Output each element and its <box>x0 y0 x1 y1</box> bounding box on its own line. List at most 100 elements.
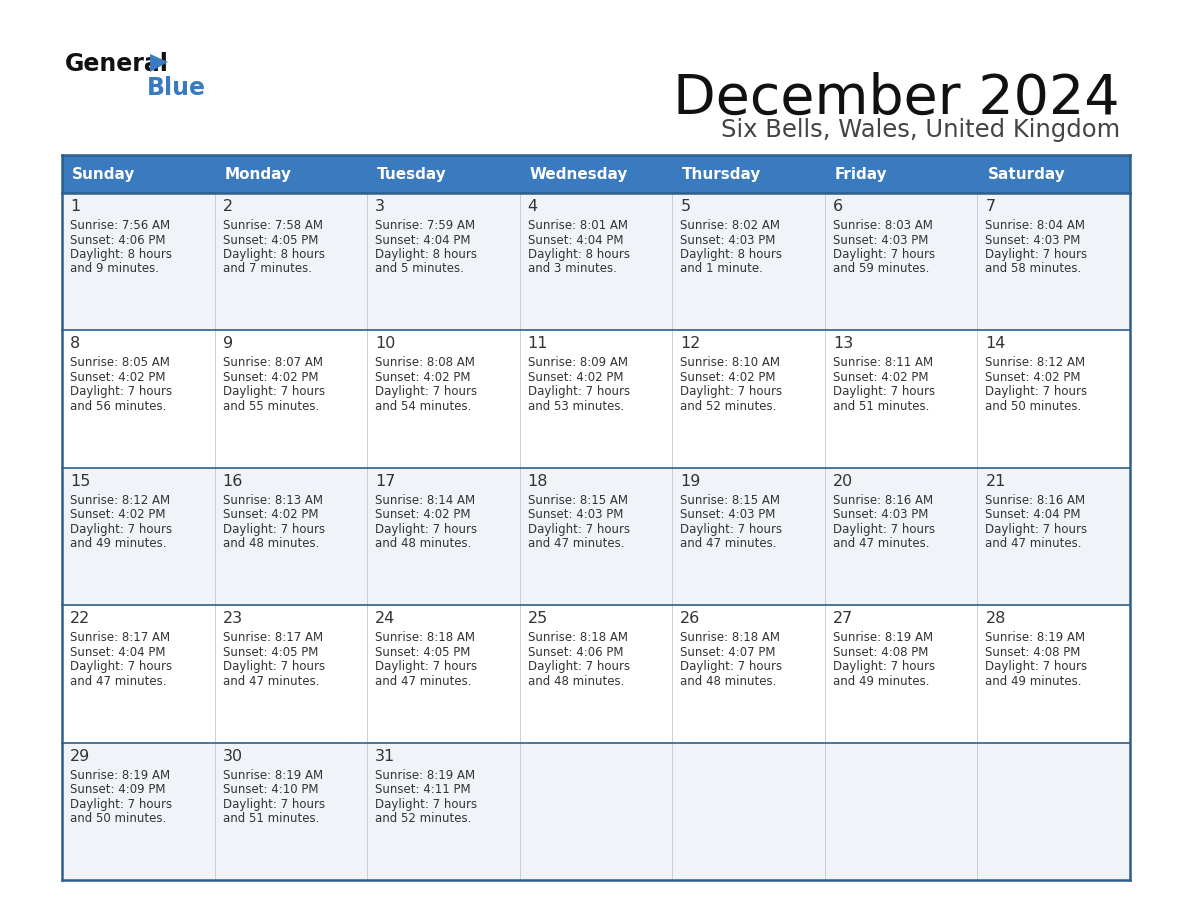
Text: 7: 7 <box>985 199 996 214</box>
Text: 21: 21 <box>985 474 1006 488</box>
Text: Daylight: 8 hours: Daylight: 8 hours <box>375 248 478 261</box>
Text: 27: 27 <box>833 611 853 626</box>
Text: 24: 24 <box>375 611 396 626</box>
Text: Sunrise: 8:12 AM: Sunrise: 8:12 AM <box>70 494 170 507</box>
Text: and 48 minutes.: and 48 minutes. <box>375 537 472 550</box>
Text: Daylight: 7 hours: Daylight: 7 hours <box>833 248 935 261</box>
Text: Sunset: 4:06 PM: Sunset: 4:06 PM <box>527 645 624 659</box>
Text: Sunrise: 8:16 AM: Sunrise: 8:16 AM <box>985 494 1086 507</box>
Text: and 55 minutes.: and 55 minutes. <box>222 400 318 413</box>
Text: Sunset: 4:03 PM: Sunset: 4:03 PM <box>681 509 776 521</box>
Bar <box>62 155 1130 193</box>
Text: Sunset: 4:05 PM: Sunset: 4:05 PM <box>375 645 470 659</box>
Text: and 47 minutes.: and 47 minutes. <box>833 537 929 550</box>
Text: and 3 minutes.: and 3 minutes. <box>527 263 617 275</box>
Text: Daylight: 7 hours: Daylight: 7 hours <box>681 660 783 673</box>
Text: 22: 22 <box>70 611 90 626</box>
Text: and 47 minutes.: and 47 minutes. <box>375 675 472 688</box>
Text: Sunset: 4:02 PM: Sunset: 4:02 PM <box>681 371 776 384</box>
Text: 13: 13 <box>833 336 853 352</box>
Text: Sunrise: 8:15 AM: Sunrise: 8:15 AM <box>681 494 781 507</box>
Text: and 59 minutes.: and 59 minutes. <box>833 263 929 275</box>
Text: 16: 16 <box>222 474 244 488</box>
Text: Sunset: 4:02 PM: Sunset: 4:02 PM <box>375 509 470 521</box>
Text: Sunrise: 8:08 AM: Sunrise: 8:08 AM <box>375 356 475 369</box>
Text: Sunset: 4:06 PM: Sunset: 4:06 PM <box>70 233 165 247</box>
Text: Sunset: 4:02 PM: Sunset: 4:02 PM <box>985 371 1081 384</box>
Text: 14: 14 <box>985 336 1006 352</box>
Text: 1: 1 <box>70 199 81 214</box>
Text: Daylight: 8 hours: Daylight: 8 hours <box>681 248 782 261</box>
Text: Daylight: 7 hours: Daylight: 7 hours <box>70 660 172 673</box>
Bar <box>62 743 1130 880</box>
Text: Sunset: 4:04 PM: Sunset: 4:04 PM <box>527 233 624 247</box>
Text: 15: 15 <box>70 474 90 488</box>
Text: Sunrise: 8:19 AM: Sunrise: 8:19 AM <box>222 768 323 781</box>
Text: Six Bells, Wales, United Kingdom: Six Bells, Wales, United Kingdom <box>721 118 1120 142</box>
Text: 25: 25 <box>527 611 548 626</box>
Text: Daylight: 7 hours: Daylight: 7 hours <box>222 386 324 398</box>
Text: Sunrise: 8:02 AM: Sunrise: 8:02 AM <box>681 219 781 232</box>
Text: 2: 2 <box>222 199 233 214</box>
Text: 29: 29 <box>70 748 90 764</box>
Text: Sunset: 4:02 PM: Sunset: 4:02 PM <box>833 371 928 384</box>
Bar <box>62 193 1130 330</box>
Text: 6: 6 <box>833 199 843 214</box>
Text: Sunrise: 8:03 AM: Sunrise: 8:03 AM <box>833 219 933 232</box>
Text: Sunset: 4:04 PM: Sunset: 4:04 PM <box>985 509 1081 521</box>
Text: Sunrise: 8:16 AM: Sunrise: 8:16 AM <box>833 494 933 507</box>
Text: and 7 minutes.: and 7 minutes. <box>222 263 311 275</box>
Text: 5: 5 <box>681 199 690 214</box>
Text: Sunset: 4:02 PM: Sunset: 4:02 PM <box>222 509 318 521</box>
Text: 9: 9 <box>222 336 233 352</box>
Text: 30: 30 <box>222 748 242 764</box>
Text: Sunset: 4:09 PM: Sunset: 4:09 PM <box>70 783 165 796</box>
Text: Sunrise: 8:17 AM: Sunrise: 8:17 AM <box>70 632 170 644</box>
Text: and 52 minutes.: and 52 minutes. <box>681 400 777 413</box>
Text: Sunrise: 8:19 AM: Sunrise: 8:19 AM <box>833 632 933 644</box>
Text: Sunset: 4:02 PM: Sunset: 4:02 PM <box>527 371 624 384</box>
Text: 26: 26 <box>681 611 701 626</box>
Text: Monday: Monday <box>225 166 291 182</box>
Text: and 47 minutes.: and 47 minutes. <box>222 675 320 688</box>
Text: Daylight: 7 hours: Daylight: 7 hours <box>375 660 478 673</box>
Text: 10: 10 <box>375 336 396 352</box>
Text: and 48 minutes.: and 48 minutes. <box>527 675 624 688</box>
Text: and 1 minute.: and 1 minute. <box>681 263 763 275</box>
Text: General: General <box>65 52 169 76</box>
Text: Sunrise: 8:04 AM: Sunrise: 8:04 AM <box>985 219 1086 232</box>
Text: 28: 28 <box>985 611 1006 626</box>
Text: Sunset: 4:02 PM: Sunset: 4:02 PM <box>222 371 318 384</box>
Text: Daylight: 7 hours: Daylight: 7 hours <box>527 660 630 673</box>
Text: 11: 11 <box>527 336 548 352</box>
Text: Daylight: 8 hours: Daylight: 8 hours <box>527 248 630 261</box>
Text: Daylight: 7 hours: Daylight: 7 hours <box>375 522 478 536</box>
Text: Daylight: 8 hours: Daylight: 8 hours <box>70 248 172 261</box>
Text: Sunset: 4:07 PM: Sunset: 4:07 PM <box>681 645 776 659</box>
Text: Daylight: 7 hours: Daylight: 7 hours <box>833 522 935 536</box>
Text: Daylight: 7 hours: Daylight: 7 hours <box>833 660 935 673</box>
Polygon shape <box>150 54 168 72</box>
Text: Sunday: Sunday <box>72 166 135 182</box>
Text: and 48 minutes.: and 48 minutes. <box>222 537 318 550</box>
Text: Sunrise: 7:56 AM: Sunrise: 7:56 AM <box>70 219 170 232</box>
Text: 18: 18 <box>527 474 548 488</box>
Text: Daylight: 7 hours: Daylight: 7 hours <box>681 522 783 536</box>
Text: Sunrise: 8:09 AM: Sunrise: 8:09 AM <box>527 356 627 369</box>
Text: Sunrise: 8:10 AM: Sunrise: 8:10 AM <box>681 356 781 369</box>
Text: Sunset: 4:10 PM: Sunset: 4:10 PM <box>222 783 318 796</box>
Text: 3: 3 <box>375 199 385 214</box>
Text: and 47 minutes.: and 47 minutes. <box>70 675 166 688</box>
Text: and 52 minutes.: and 52 minutes. <box>375 812 472 825</box>
Text: Sunset: 4:02 PM: Sunset: 4:02 PM <box>375 371 470 384</box>
Text: Daylight: 7 hours: Daylight: 7 hours <box>833 386 935 398</box>
Text: Daylight: 7 hours: Daylight: 7 hours <box>681 386 783 398</box>
Text: Sunset: 4:03 PM: Sunset: 4:03 PM <box>833 509 928 521</box>
Text: and 51 minutes.: and 51 minutes. <box>222 812 318 825</box>
Text: and 5 minutes.: and 5 minutes. <box>375 263 465 275</box>
Text: Blue: Blue <box>147 76 206 100</box>
Text: Daylight: 7 hours: Daylight: 7 hours <box>985 660 1087 673</box>
Text: Daylight: 7 hours: Daylight: 7 hours <box>222 522 324 536</box>
Text: Wednesday: Wednesday <box>530 166 628 182</box>
Text: Sunrise: 8:19 AM: Sunrise: 8:19 AM <box>70 768 170 781</box>
